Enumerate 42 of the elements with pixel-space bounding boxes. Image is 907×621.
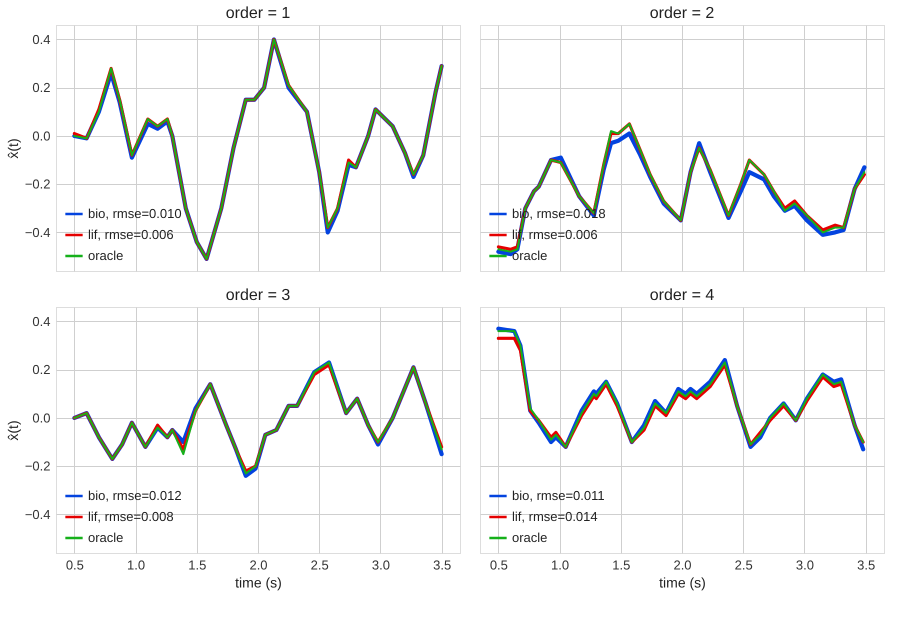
y-tick-label: −0.4: [24, 506, 50, 522]
y-tick-label: 0.0: [32, 128, 50, 144]
y-tick-label: 0.4: [32, 32, 50, 47]
x-tick-label: 1.0: [551, 558, 570, 572]
y-axis-title: x̂(t): [4, 420, 21, 441]
x-tick-label: 2.5: [734, 558, 753, 572]
x-tick-label: 1.0: [127, 558, 146, 572]
chart-title: order = 1: [226, 5, 290, 22]
chart-title: order = 2: [650, 5, 714, 22]
chart-title: order = 3: [226, 287, 290, 304]
y-tick-label: 0.0: [32, 410, 50, 426]
x-tick-label: 0.5: [66, 558, 84, 572]
legend-label: lif, rmse=0.006: [88, 227, 174, 242]
legend-label: bio, rmse=0.012: [88, 488, 182, 503]
x-axis-title: time (s): [659, 574, 706, 590]
y-tick-label: 0.2: [32, 80, 50, 96]
x-tick-label: 3.0: [372, 558, 390, 572]
legend-label: lif, rmse=0.008: [88, 509, 174, 524]
chart-title: order = 4: [650, 287, 714, 304]
x-tick-label: 1.5: [612, 558, 630, 572]
legend-label: oracle: [88, 530, 124, 545]
y-tick-label: −0.2: [24, 458, 50, 474]
x-tick-label: 1.5: [188, 558, 206, 572]
x-tick-label: 2.5: [310, 558, 329, 572]
y-tick-label: −0.4: [24, 224, 50, 240]
legend-label: lif, rmse=0.014: [512, 509, 598, 524]
x-tick-label: 0.5: [490, 558, 508, 572]
legend-label: bio, rmse=0.011: [512, 488, 605, 503]
x-tick-label: 3.0: [796, 558, 814, 572]
y-tick-label: 0.4: [32, 314, 50, 329]
y-tick-label: 0.2: [32, 362, 50, 378]
y-tick-label: −0.2: [24, 176, 50, 192]
legend-label: bio, rmse=0.010: [88, 206, 182, 221]
x-tick-label: 3.5: [857, 558, 876, 572]
x-tick-label: 2.0: [673, 558, 692, 572]
legend-label: oracle: [88, 248, 124, 263]
y-axis-title: x̂(t): [4, 138, 21, 159]
x-tick-label: 2.0: [249, 558, 268, 572]
legend-label: oracle: [512, 530, 548, 545]
legend-label: oracle: [512, 248, 548, 263]
x-axis-title: time (s): [235, 574, 282, 590]
x-tick-label: 3.5: [433, 558, 452, 572]
